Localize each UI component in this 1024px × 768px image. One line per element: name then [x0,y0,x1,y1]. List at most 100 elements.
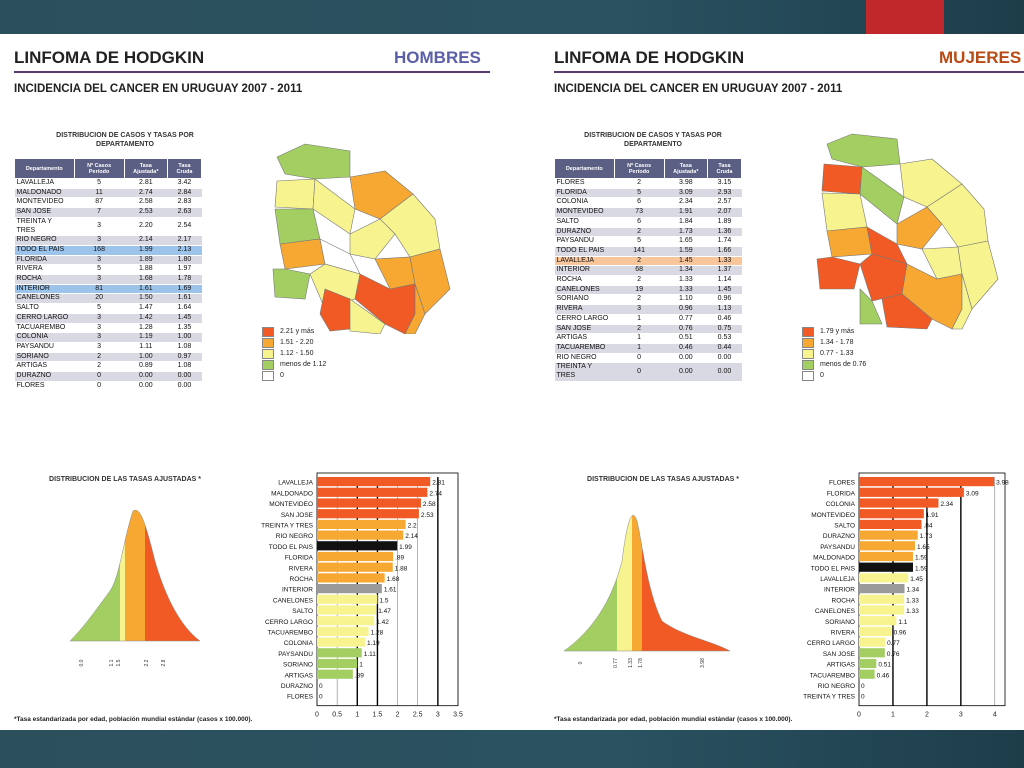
bar-value-label: 0 [861,694,865,701]
curve-tick-label: 1.5 [116,659,122,666]
bar-category-label: TODO EL PAIS [269,544,314,551]
table-cell: CANELONES [14,293,75,305]
table-cell: 1.64 [167,303,202,314]
bar [317,541,398,551]
bar-category-label: MALDONADO [271,490,313,497]
density-curve: 0 0.77 1.33 1.78 3.98 [563,515,731,668]
bar-category-label: ROCHA [832,597,856,604]
bar-chart: 01234T.AFLORES3.98FLORIDA3.09COLONIA2.34… [803,472,1009,719]
table-cell: 2.20 [124,217,168,237]
bar [859,605,905,615]
bar-category-label: DURAZNO [281,683,313,690]
table-row: MONTEVIDEO 87 2.58 2.83 [14,197,202,209]
table-cell: 2.74 [124,188,168,199]
bar-category-label: SORIANO [283,662,313,669]
table-cell: FLORIDA [14,255,75,266]
table-cell: 1.78 [167,274,202,285]
table-cell: 1.74 [707,236,742,247]
bar [859,573,909,583]
bar [859,562,913,572]
curve-outline [69,509,200,642]
table-cell: 0.97 [167,352,202,363]
curve-tick-label: 0.0 [79,659,85,666]
table-cell: 1 [614,333,665,344]
table-cell: MONTEVIDEO [554,207,615,218]
bar-category-label: CERRO LARGO [807,640,855,647]
bar-value-label: 1.88 [395,565,408,572]
table-cell: 1.45 [707,285,742,296]
top-banner [0,0,1024,34]
table-row: TACUAREMBO 3 1.28 1.35 [14,323,202,334]
curve-tick-label: 0 [578,661,584,664]
bar-category-label: MALDONADO [813,555,855,562]
table-cell: 1.73 [664,227,708,238]
bar-category-label: SALTO [292,608,313,615]
bar-category-label: LAVALLEJA [278,480,313,487]
curve-tick-label: 1.1 [109,659,115,666]
bar-category-label: CERRO LARGO [265,619,313,626]
table-row: ARTIGAS 1 0.51 0.53 [554,333,742,344]
table-cell: RIVERA [14,264,75,276]
bar-category-label: LAVALLEJA [820,576,855,583]
column-header: Nº Casos Período [613,158,665,179]
table-row: SAN JOSE 7 2.53 2.63 [14,207,202,218]
table-cell: 1.61 [124,284,168,295]
table-cell: SORIANO [14,352,75,363]
distribution-title: DISTRIBUCION DE LAS TASAS AJUSTADAS * [587,476,739,483]
table-cell: 0 [74,371,125,382]
column-header: Tasa Cruda [166,158,203,179]
table-cell: 1.08 [167,342,202,353]
table-cell: MONTEVIDEO [14,197,75,209]
table-cell: 2.83 [167,197,202,209]
table-cell: 2.17 [167,235,202,246]
table-row: MONTEVIDEO 73 1.91 2.07 [554,207,742,218]
table-cell: 1.45 [167,313,202,324]
table-cell: 5 [614,236,665,247]
table-cell: 73 [614,207,665,218]
bar-value-label: .89 [355,672,364,679]
x-tick-label: 2 [396,712,400,719]
x-tick-label: 0.5 [332,712,342,719]
bar-value-label: 0 [861,683,865,690]
table-cell: 1.91 [664,207,708,218]
bar-category-label: FLORES [829,480,856,487]
table-cell: 3.09 [664,188,708,199]
bar-value-label: 1.61 [384,587,397,594]
table-cell: 1.65 [664,236,708,247]
table-row: PAYSANDU 3 1.11 1.08 [14,342,202,353]
bar-value-label: 1 [359,662,363,669]
bar-value-label: 2.53 [421,512,434,519]
table-cell: SORIANO [554,294,615,306]
curve-segment [617,515,632,651]
table-cell: 0.00 [664,362,708,382]
table-row: COLONIA 3 1.19 1.00 [14,332,202,343]
table-cell: 1.42 [124,313,168,324]
bar-category-label: DURAZNO [823,533,855,540]
bar [859,509,924,519]
table-cell: TODO EL PAIS [554,246,615,257]
table-row: FLORIDA 5 3.09 2.93 [554,188,742,199]
table-cell: 0.00 [664,353,708,364]
table-cell: 1.50 [124,293,168,305]
table-row: FLORES 2 3.98 3.15 [554,178,742,189]
bar-category-label: TACUAREMBO [810,672,855,679]
table-cell: MALDONADO [14,188,75,199]
bar-category-label: TODO EL PAIS [811,565,856,572]
table-row: COLONIA 6 2.34 2.57 [554,197,742,209]
bar-category-label: SAN JOSE [823,651,856,658]
bottom-banner [0,730,1024,768]
table-cell: 2 [614,227,665,238]
table-cell: PAYSANDU [14,342,75,353]
bar [317,519,406,529]
bar [317,530,404,540]
table-cell: 1.08 [167,361,202,373]
table-row: SAN JOSE 2 0.76 0.75 [554,324,742,335]
table-cell: 1.11 [124,342,168,353]
table-cell: 1.61 [167,293,202,305]
table-cell: 3 [74,332,125,343]
column-header: Departamento [554,158,615,179]
table-cell: SAN JOSE [14,207,75,218]
bar [317,626,369,636]
uruguay-map [272,143,451,334]
table-cell: 2 [614,294,665,306]
